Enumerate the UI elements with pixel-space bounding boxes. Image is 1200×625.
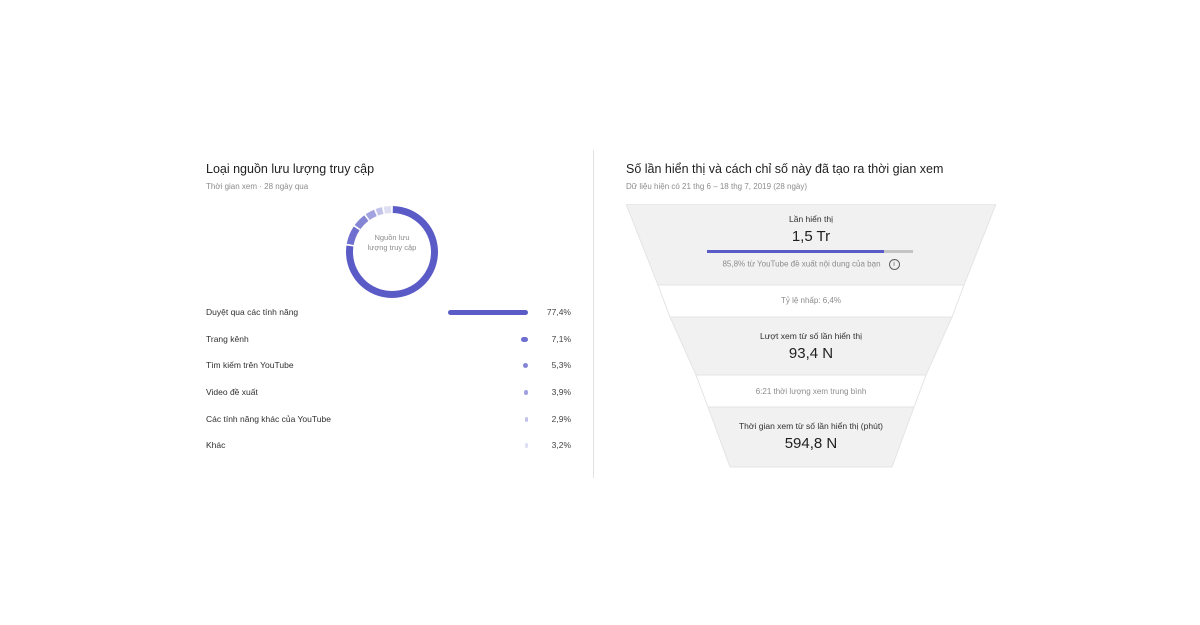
traffic-card-title: Loại nguồn lưu lượng truy cập (206, 162, 375, 176)
traffic-source-card: Loại nguồn lưu lượng truy cập Thời gian … (206, 160, 572, 478)
traffic-row-label: Duyệt qua các tính năng (206, 307, 299, 317)
traffic-row[interactable]: Khác 3,2% (206, 439, 572, 466)
recommend-progress-bar (707, 250, 913, 253)
traffic-row[interactable]: Tìm kiếm trên YouTube 5,3% (206, 359, 572, 386)
donut-slice[interactable] (375, 207, 384, 216)
donut-slice[interactable] (365, 209, 377, 221)
views-label: Lượt xem từ số lần hiển thị (760, 331, 862, 341)
recommend-note: 85,8% từ YouTube đề xuất nội dung của bạ… (722, 259, 881, 269)
impressions-label: Lần hiển thị (789, 214, 833, 224)
donut-slice[interactable] (383, 206, 392, 214)
traffic-row-bar (522, 363, 528, 369)
traffic-row-label: Các tính năng khác của YouTube (206, 413, 331, 424)
donut-slice[interactable] (354, 215, 369, 230)
watch-time-label: Thời gian xem từ số lần hiển thị (phút) (738, 421, 884, 431)
traffic-row-label: Tìm kiếm trên YouTube (206, 360, 294, 371)
traffic-card-subtitle: Thời gian xem · 28 ngày qua (206, 182, 309, 191)
traffic-row-value: 5,3% (551, 360, 571, 371)
info-icon[interactable]: i (888, 259, 900, 270)
traffic-row-bar (448, 310, 528, 315)
traffic-row[interactable]: Duyệt qua các tính năng 77,4% (206, 306, 572, 333)
traffic-row[interactable]: Các tính năng khác của YouTube 2,9% (206, 413, 572, 440)
traffic-donut-chart[interactable]: Nguồn lưu lượng truy cập (344, 204, 440, 300)
impressions-card-subtitle: Dữ liệu hiện có 21 thg 6 – 18 thg 7, 201… (626, 182, 808, 191)
traffic-row[interactable]: Video đề xuất 3,9% (206, 386, 572, 413)
ctr-note: Tỷ lệ nhấp: 6,4% (780, 296, 842, 305)
funnel-shape (626, 204, 996, 468)
traffic-row-value: 7,1% (551, 333, 571, 344)
donut-center-label: Nguồn lưu lượng truy cập (367, 233, 417, 252)
traffic-row-label: Khác (206, 440, 226, 451)
traffic-source-list: Duyệt qua các tính năng 77,4% Trang kênh… (206, 306, 572, 466)
traffic-row[interactable]: Trang kênh 7,1% (206, 333, 572, 360)
donut-svg (346, 206, 438, 298)
traffic-row-bar (525, 416, 528, 422)
traffic-row-value: 3,9% (551, 387, 571, 398)
traffic-row-value: 77,4% (546, 307, 571, 317)
recommend-row: 85,8% từ YouTube đề xuất nội dung của bạ… (626, 259, 996, 270)
card-divider (593, 150, 594, 478)
views-value: 93,4 N (788, 345, 834, 362)
impressions-card-title: Số lần hiển thị và cách chỉ số này đã tạ… (626, 162, 944, 176)
watch-time-value: 594,8 N (784, 435, 838, 452)
impressions-funnel: Lần hiển thị 1,5 Tr 85,8% từ YouTube đề … (626, 204, 996, 468)
traffic-row-bar (523, 390, 528, 396)
traffic-row-label: Video đề xuất (206, 387, 258, 398)
traffic-row-value: 3,2% (551, 440, 571, 451)
impressions-card: Số lần hiển thị và cách chỉ số này đã tạ… (626, 160, 996, 478)
traffic-row-label: Trang kênh (206, 333, 249, 344)
recommend-progress-fill (707, 250, 884, 253)
donut-slice[interactable] (346, 226, 360, 246)
traffic-row-value: 2,9% (551, 413, 571, 424)
traffic-row-bar (520, 336, 528, 342)
impressions-value: 1,5 Tr (791, 228, 831, 245)
avg-watch-note: 6:21 thời lượng xem trung bình (755, 387, 867, 396)
traffic-row-bar (524, 443, 528, 449)
